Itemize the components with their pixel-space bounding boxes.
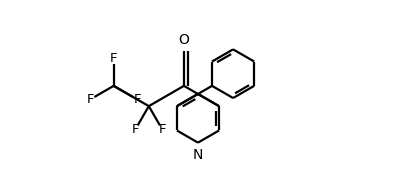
- Text: F: F: [159, 123, 166, 136]
- Text: O: O: [178, 33, 189, 47]
- Text: N: N: [193, 147, 203, 161]
- Text: F: F: [132, 123, 139, 136]
- Text: F: F: [86, 93, 94, 106]
- Text: F: F: [134, 93, 141, 106]
- Text: F: F: [110, 52, 118, 65]
